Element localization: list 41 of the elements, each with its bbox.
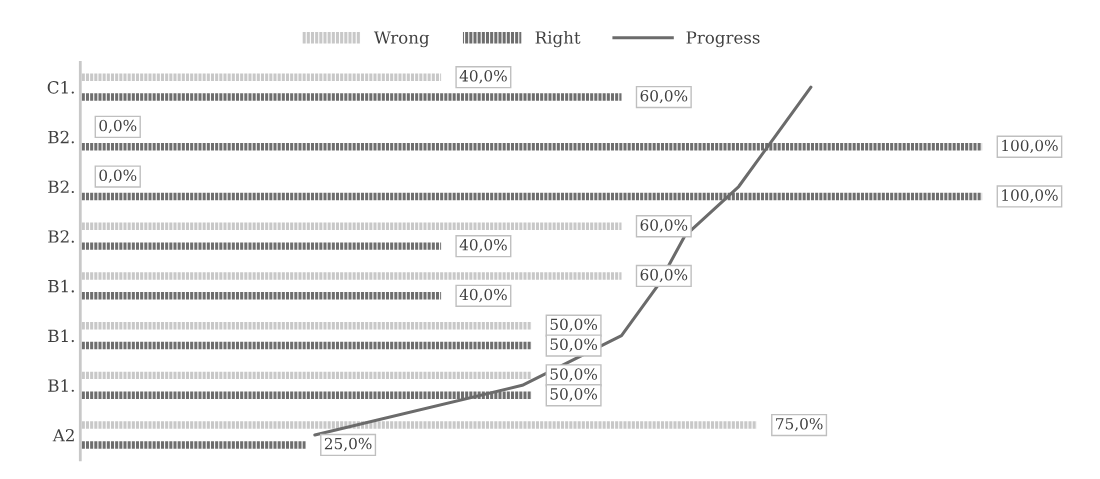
data-label: 50,0% — [550, 318, 598, 332]
data-label: 40,0% — [459, 70, 507, 84]
data-label: 50,0% — [550, 338, 598, 352]
data-label: 100,0% — [1002, 189, 1058, 203]
bar — [80, 73, 442, 81]
bar — [80, 391, 532, 399]
y-tick-label: B2. — [48, 230, 74, 243]
bar — [80, 371, 532, 380]
bar — [80, 222, 622, 230]
y-tick-label: C1. — [47, 81, 74, 94]
data-label: 60,0% — [640, 268, 688, 283]
y-tick-label: B1. — [48, 279, 74, 293]
bar — [80, 292, 442, 300]
data-label: 100,0% — [1002, 139, 1058, 154]
data-label: 0,0% — [99, 169, 137, 183]
bar — [80, 192, 983, 201]
data-label: 60,0% — [640, 219, 688, 233]
y-tick-label: B2. — [48, 130, 74, 144]
bar — [80, 143, 983, 151]
data-label: 40,0% — [459, 288, 507, 303]
legend-label: Wrong — [373, 31, 430, 48]
legend-label: Progress — [686, 31, 760, 48]
data-label: 40,0% — [459, 239, 507, 253]
y-tick-label: A2 — [52, 428, 74, 442]
bar — [80, 341, 532, 350]
y-tick-label: B2. — [48, 180, 74, 194]
data-label: 50,0% — [550, 388, 598, 402]
bar — [80, 421, 757, 429]
bar — [80, 272, 622, 280]
data-label: 60,0% — [640, 89, 688, 104]
data-label: 0,0% — [99, 119, 137, 134]
data-label: 25,0% — [324, 437, 372, 452]
bar — [80, 242, 442, 250]
bar — [80, 321, 532, 330]
bar — [80, 441, 306, 449]
data-label: 50,0% — [550, 368, 598, 382]
bar — [80, 93, 622, 101]
y-tick-label: B1. — [48, 379, 74, 392]
data-label: 75,0% — [776, 417, 823, 432]
legend-label: Right — [535, 30, 581, 48]
y-tick-label: B1. — [48, 329, 74, 343]
